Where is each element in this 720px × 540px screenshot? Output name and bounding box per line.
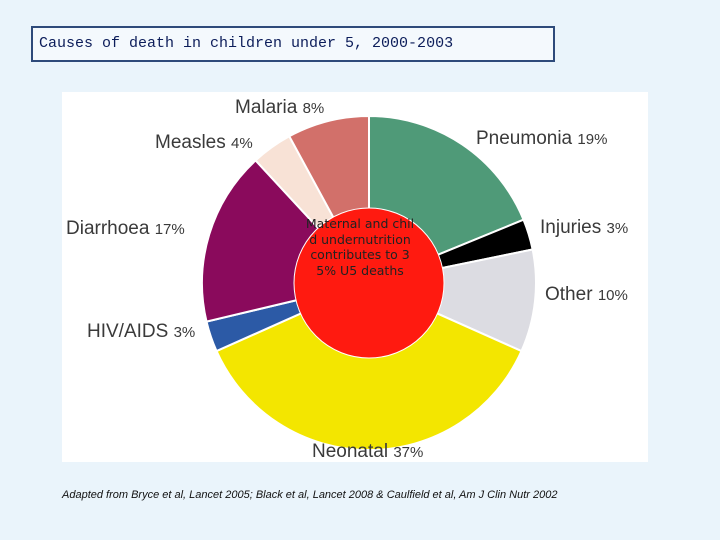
value-label: 37% [393, 444, 423, 461]
category-label: Neonatal [312, 441, 388, 462]
value-label: 19% [577, 131, 607, 148]
center-circle [293, 207, 445, 359]
category-label: Measles [155, 132, 226, 153]
slide-title: Causes of death in children under 5, 200… [31, 26, 555, 62]
slice-label: Pneumonia 19% [476, 128, 607, 149]
slice-label: Malaria 8% [235, 97, 324, 118]
pie-slice [215, 281, 523, 452]
slice-label: Injuries 3% [540, 217, 628, 238]
category-label: HIV/AIDS [87, 321, 168, 342]
category-label: Malaria [235, 97, 298, 118]
slice-label: Other 10% [545, 284, 628, 305]
category-label: Diarrhoea [66, 218, 150, 239]
slice-label: Measles 4% [155, 132, 253, 153]
slice-label: Diarrhoea 17% [66, 218, 185, 239]
annotation: Maternal and child undernutrition contri… [305, 216, 415, 278]
value-label: 4% [231, 135, 253, 152]
value-label: 10% [598, 287, 628, 304]
category-label: Injuries [540, 217, 601, 238]
category-label: Pneumonia [476, 128, 573, 149]
value-label: 17% [155, 221, 185, 238]
slice-label: HIV/AIDS 3% [87, 321, 195, 342]
category-label: Other [545, 284, 593, 305]
slice-label: Neonatal 37% [312, 441, 423, 462]
value-label: 3% [174, 324, 196, 341]
value-label: 3% [607, 220, 629, 237]
source-note: Adapted from Bryce et al, Lancet 2005; B… [62, 489, 558, 501]
value-label: 8% [303, 100, 325, 117]
